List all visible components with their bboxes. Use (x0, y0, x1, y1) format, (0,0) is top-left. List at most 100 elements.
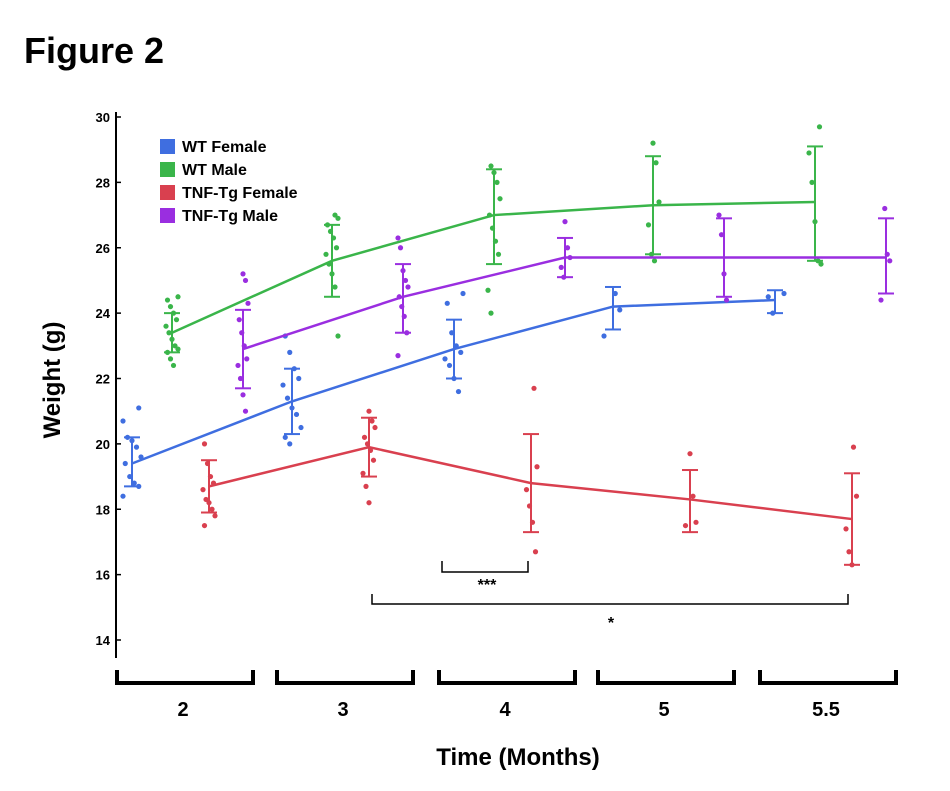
point-tnf-tg-male (402, 277, 409, 284)
point-wt-female (765, 294, 771, 300)
point-tnf-tg-male (405, 284, 411, 290)
point-wt-male (170, 362, 177, 369)
point-wt-female (455, 388, 462, 395)
point-tnf-tg-female (690, 493, 696, 499)
point-wt-male (485, 287, 491, 293)
point-wt-male (809, 179, 815, 185)
y-tick-label: 16 (96, 568, 110, 583)
point-wt-female (460, 290, 466, 297)
point-tnf-tg-female (201, 441, 208, 447)
point-wt-female (120, 493, 126, 499)
y-tick-label: 30 (96, 110, 110, 125)
point-wt-male (163, 323, 169, 329)
category-bracket (437, 670, 577, 685)
point-wt-female (298, 424, 304, 431)
point-tnf-tg-male (558, 264, 564, 270)
y-axis-title: Weight (g) (39, 322, 66, 439)
category-bracket (115, 670, 255, 685)
point-tnf-tg-female (200, 487, 206, 493)
point-wt-female (781, 290, 787, 297)
point-tnf-tg-female (846, 549, 852, 555)
legend-label-wt-female: WT Female (182, 139, 267, 156)
x-tick-label: 5.5 (812, 699, 840, 721)
point-wt-male (175, 346, 181, 352)
point-tnf-tg-female (682, 522, 689, 529)
point-tnf-tg-female (203, 496, 209, 503)
point-wt-female (282, 434, 288, 440)
point-tnf-tg-male (882, 205, 888, 212)
legend-swatch-tnf-tg-male (160, 208, 175, 223)
point-wt-male (653, 160, 659, 166)
point-wt-male (332, 212, 338, 218)
significance-bracket (371, 594, 849, 605)
point-tnf-tg-male (878, 297, 884, 303)
y-tick-label: 22 (96, 372, 110, 387)
x-tick-label: 5 (658, 699, 669, 721)
point-wt-female (136, 405, 142, 411)
point-wt-male (488, 163, 494, 169)
point-wt-female (122, 460, 128, 467)
point-wt-male (332, 284, 338, 290)
point-wt-male (333, 245, 340, 251)
point-tnf-tg-female (534, 464, 540, 470)
point-tnf-tg-male (564, 245, 571, 251)
point-tnf-tg-female (369, 418, 375, 424)
point-tnf-tg-male (397, 245, 404, 251)
point-wt-male (806, 150, 812, 156)
point-wt-female (444, 300, 450, 306)
point-tnf-tg-female (531, 385, 537, 391)
point-wt-male (645, 222, 652, 228)
point-tnf-tg-female (850, 444, 857, 450)
point-wt-female (446, 362, 453, 369)
point-tnf-tg-male (236, 317, 242, 323)
point-tnf-tg-female (209, 506, 215, 512)
point-wt-male (656, 199, 662, 205)
point-tnf-tg-male (887, 258, 893, 264)
point-tnf-tg-male (242, 277, 249, 284)
legend-label-wt-male: WT Male (182, 162, 247, 179)
point-wt-female (284, 395, 291, 401)
category-bracket (758, 670, 898, 685)
legend-swatch-wt-male (160, 162, 175, 177)
y-tick-label: 24 (96, 306, 111, 321)
point-wt-male (494, 179, 500, 185)
legend-swatch-wt-female (160, 139, 175, 154)
point-wt-male (818, 261, 824, 267)
point-wt-male (164, 297, 171, 303)
point-wt-female (458, 349, 464, 355)
significance-label: * (608, 615, 615, 632)
point-wt-male (497, 196, 503, 202)
point-tnf-tg-male (395, 353, 401, 359)
x-axis-title: Time (Months) (436, 744, 600, 771)
point-wt-female (442, 356, 448, 362)
point-tnf-tg-male (723, 297, 730, 303)
significance-label: *** (478, 577, 497, 594)
point-tnf-tg-female (853, 493, 860, 499)
point-wt-male (495, 251, 502, 257)
point-wt-male (816, 124, 823, 130)
point-wt-male (323, 251, 329, 257)
point-tnf-tg-male (240, 392, 246, 398)
point-wt-female (287, 349, 293, 355)
y-tick-label: 14 (96, 633, 111, 648)
y-tick-label: 18 (96, 502, 110, 517)
point-tnf-tg-female (366, 500, 372, 506)
x-tick-label: 4 (499, 699, 511, 721)
point-tnf-tg-female (532, 549, 539, 555)
point-tnf-tg-male (235, 362, 241, 369)
point-tnf-tg-female (370, 457, 377, 463)
point-wt-male (650, 140, 656, 146)
point-wt-male (651, 258, 658, 264)
figure-title: Figure 2 (24, 30, 165, 71)
point-wt-male (488, 310, 494, 316)
point-tnf-tg-female (687, 451, 693, 457)
point-wt-female (617, 307, 623, 313)
point-tnf-tg-female (372, 424, 378, 431)
x-tick-label: 2 (177, 699, 188, 721)
point-wt-female (296, 375, 302, 382)
category-bracket (275, 670, 415, 685)
point-tnf-tg-female (212, 513, 218, 519)
y-tick-label: 28 (96, 175, 110, 190)
point-tnf-tg-female (363, 483, 369, 489)
